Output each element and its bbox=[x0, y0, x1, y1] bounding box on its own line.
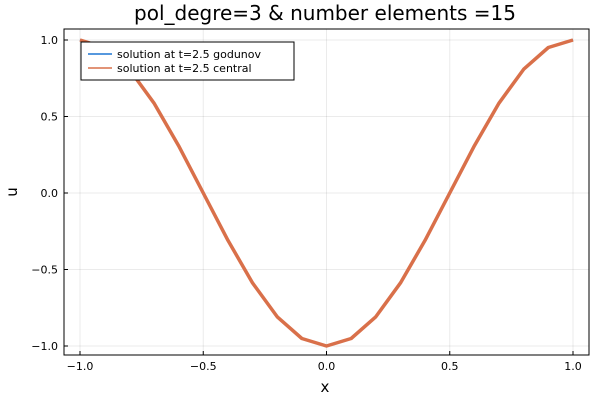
x-tick-label: −0.5 bbox=[190, 360, 217, 373]
x-tick-label: 1.0 bbox=[564, 360, 582, 373]
y-tick-label: 1.0 bbox=[41, 34, 59, 47]
x-axis-label: x bbox=[321, 378, 330, 396]
x-tick-label: 0.0 bbox=[318, 360, 336, 373]
chart-title: pol_degre=3 & number elements =15 bbox=[134, 1, 516, 25]
x-tick-labels: −1.0 −0.5 0.0 0.5 1.0 bbox=[67, 351, 582, 373]
y-tick-label: −0.5 bbox=[31, 264, 58, 277]
y-tick-label: −1.0 bbox=[31, 340, 58, 353]
y-tick-label: 0.5 bbox=[41, 111, 59, 124]
y-tick-labels: −1.0 −0.5 0.0 0.5 1.0 bbox=[31, 34, 68, 353]
series-lines bbox=[79, 38, 574, 348]
legend-label: solution at t=2.5 central bbox=[117, 62, 252, 75]
series-line-2 bbox=[79, 38, 574, 348]
x-tick-label: 0.5 bbox=[441, 360, 459, 373]
x-tick-label: −1.0 bbox=[67, 360, 94, 373]
legend-label: solution at t=2.5 godunov bbox=[117, 48, 261, 61]
y-axis-label: u bbox=[3, 187, 21, 197]
legend-box bbox=[80, 41, 295, 81]
y-tick-label: 0.0 bbox=[41, 187, 59, 200]
